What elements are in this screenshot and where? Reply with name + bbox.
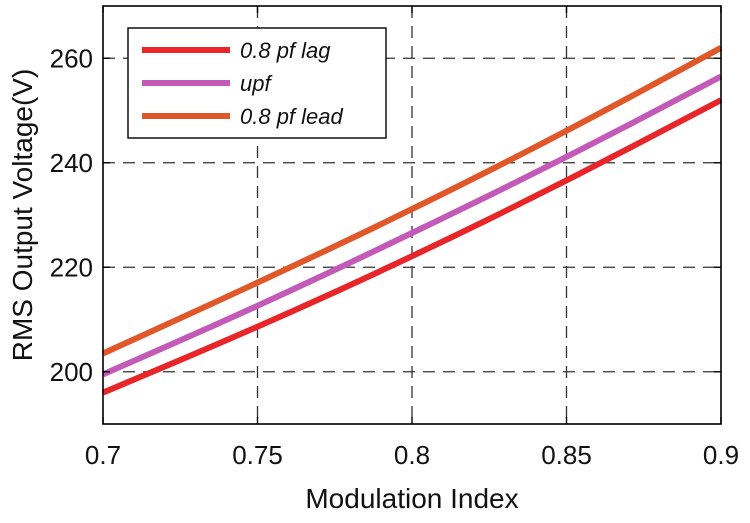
series-layer	[101, 45, 723, 396]
legend-label: upf	[240, 71, 273, 96]
series-line-1	[101, 73, 723, 378]
x-tick-label: 0.75	[232, 440, 283, 470]
x-tick-label: 0.8	[394, 440, 430, 470]
series-line-2	[101, 45, 723, 357]
x-tick-label: 0.7	[85, 440, 121, 470]
y-axis-title: RMS Output Voltage(V)	[7, 69, 38, 362]
x-tick-label: 0.85	[541, 440, 592, 470]
legend: 0.8 pf lag upf 0.8 pf lead	[127, 27, 387, 139]
x-axis-title: Modulation Index	[305, 483, 518, 514]
y-tick-label: 220	[50, 252, 93, 282]
legend-label: 0.8 pf lead	[240, 104, 344, 129]
y-tick-label: 260	[50, 43, 93, 73]
y-tick-label: 240	[50, 148, 93, 178]
legend-label: 0.8 pf lag	[240, 38, 331, 63]
series-line-0	[101, 97, 723, 396]
tick-layer: 0.7 0.75 0.8 0.85 0.9 200 220 240 260	[50, 6, 739, 470]
y-tick-label: 200	[50, 357, 93, 387]
x-tick-label: 0.9	[703, 440, 739, 470]
